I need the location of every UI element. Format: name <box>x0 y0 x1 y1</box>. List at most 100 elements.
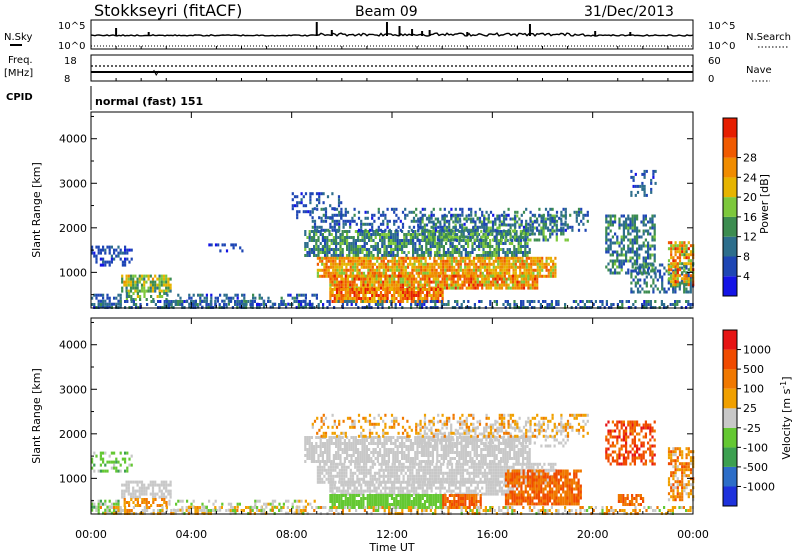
heatmap-cell <box>541 256 544 260</box>
heatmap-cell <box>661 281 664 285</box>
heatmap-cell <box>470 268 473 272</box>
heatmap-cell <box>440 442 443 445</box>
heatmap-cell <box>452 220 455 224</box>
heatmap-cell <box>533 283 537 287</box>
heatmap-cell <box>125 280 128 284</box>
heatmap-cell <box>490 268 493 272</box>
heatmap-cell <box>152 498 155 501</box>
heatmap-cell <box>519 256 522 260</box>
heatmap-cell <box>503 259 506 263</box>
heatmap-cell <box>434 274 438 278</box>
heatmap-cell <box>391 256 394 260</box>
heatmap-cell <box>536 283 539 287</box>
heatmap-cell <box>451 448 454 451</box>
heatmap-cell <box>376 245 379 248</box>
heatmap-cell <box>491 233 494 236</box>
cpid-value: normal (fast) 151 <box>95 95 203 108</box>
heatmap-cell <box>412 448 415 451</box>
heatmap-cell <box>385 233 388 236</box>
heatmap-cell <box>337 198 341 202</box>
heatmap-cell <box>339 254 342 257</box>
heatmap-cell <box>685 244 688 248</box>
heatmap-cell <box>405 439 408 442</box>
heatmap-cell <box>562 207 565 211</box>
heatmap-cell <box>251 300 254 303</box>
heatmap-cell <box>509 286 512 290</box>
heatmap-cell <box>470 286 473 290</box>
heatmap-cell <box>311 219 314 223</box>
heatmap-cell <box>383 445 386 448</box>
heatmap-cell <box>460 303 463 306</box>
heatmap-cell <box>590 300 593 303</box>
heatmap-cell <box>119 463 122 467</box>
heatmap-cell <box>467 439 470 442</box>
heatmap-cell <box>522 228 526 232</box>
heatmap-cell <box>343 259 346 263</box>
heatmap-cell <box>378 262 381 266</box>
heatmap-cell <box>341 448 344 451</box>
nsky-label: N.Sky <box>4 32 32 43</box>
heatmap-cell <box>456 277 460 281</box>
heatmap-cell <box>478 238 481 242</box>
heatmap-cell <box>429 300 432 303</box>
heatmap-cell <box>384 280 387 284</box>
heatmap-cell <box>376 233 379 236</box>
heatmap-cell <box>323 265 326 269</box>
heatmap-cell <box>408 294 411 297</box>
heatmap-cell <box>460 251 463 254</box>
heatmap-cell <box>121 286 124 290</box>
heatmap-cell <box>412 442 415 445</box>
heatmap-cell <box>452 232 455 236</box>
heatmap-cell <box>338 288 341 291</box>
heatmap-cell <box>414 457 417 460</box>
heatmap-cell <box>414 300 417 303</box>
heatmap-cell <box>514 225 517 229</box>
heatmap-cell <box>611 241 614 245</box>
heatmap-cell <box>503 274 506 278</box>
heatmap-cell <box>411 262 414 266</box>
heatmap-cell <box>525 222 528 226</box>
heatmap-cell <box>644 271 647 275</box>
heatmap-cell <box>428 262 432 266</box>
heatmap-cell <box>310 457 313 460</box>
heatmap-cell <box>417 217 420 221</box>
heatmap-cell <box>429 251 432 254</box>
heatmap-cell <box>315 233 318 236</box>
heatmap-cell <box>446 265 449 269</box>
heatmap-cell <box>145 274 148 278</box>
heatmap-cell <box>489 226 492 230</box>
heatmap-cell <box>374 236 377 239</box>
heatmap-cell <box>501 259 504 263</box>
heatmap-cell <box>685 290 688 294</box>
heatmap-cell <box>498 217 501 221</box>
heatmap-cell <box>368 454 371 457</box>
heatmap-cell <box>634 266 637 270</box>
heatmap-cell <box>475 271 478 275</box>
heatmap-cell <box>633 229 636 233</box>
heatmap-cell <box>298 499 301 503</box>
heatmap-cell <box>95 505 98 509</box>
heatmap-cell <box>119 296 122 300</box>
heatmap-cell <box>551 225 554 229</box>
heatmap-cell <box>616 303 619 306</box>
heatmap-cell <box>102 296 105 300</box>
heatmap-cell <box>522 251 525 254</box>
heatmap-cell <box>372 451 375 454</box>
heatmap-cell <box>300 198 303 202</box>
heatmap-cell <box>348 448 351 451</box>
heatmap-cell <box>527 256 531 260</box>
heatmap-cell <box>544 238 547 242</box>
heatmap-cell <box>689 244 693 248</box>
heatmap-cell <box>497 254 500 257</box>
heatmap-cell <box>676 283 679 287</box>
heatmap-cell <box>379 239 382 242</box>
heatmap-cell <box>464 239 467 242</box>
heatmap-cell <box>634 172 637 176</box>
heatmap-cell <box>91 502 94 506</box>
heatmap-cell <box>428 268 432 272</box>
heatmap-cell <box>110 245 113 249</box>
heatmap-cell <box>330 233 333 236</box>
heatmap-cell <box>605 229 608 233</box>
heatmap-cell <box>525 259 528 263</box>
heatmap-cell <box>625 223 628 227</box>
